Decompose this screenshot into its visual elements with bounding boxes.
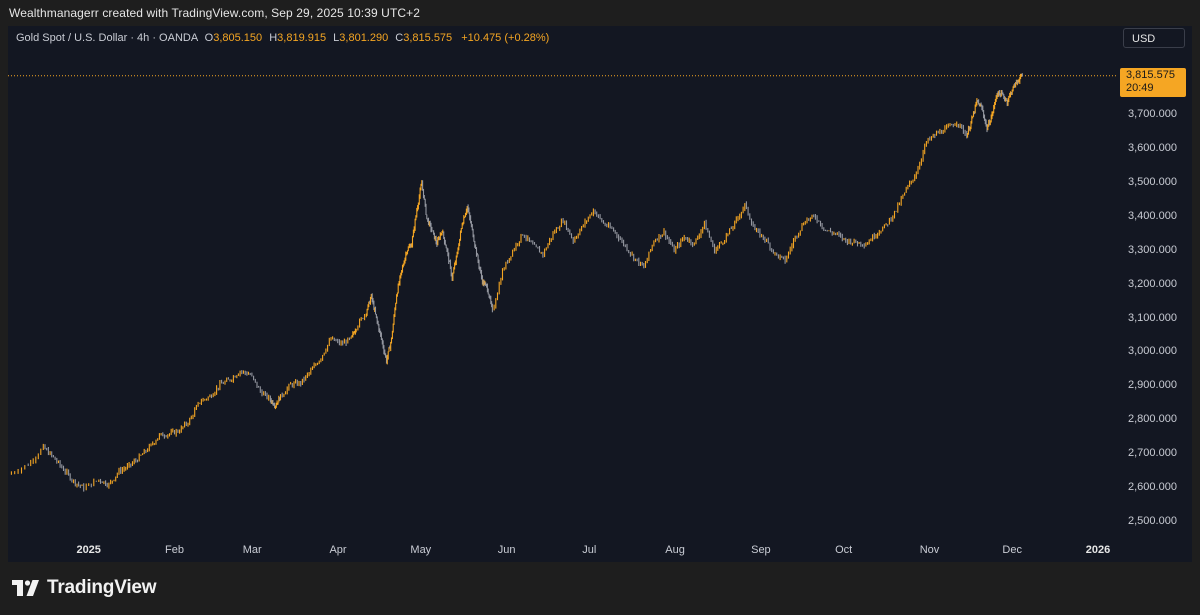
- change-value: +10.475 (+0.28%): [461, 32, 550, 44]
- open-value: 3,805.150: [213, 32, 263, 44]
- last-price-tag: 3,815.575 20:49: [1120, 68, 1186, 97]
- price-axis-tick: 2,900.000: [1128, 379, 1177, 392]
- price-axis-tick: 3,700.000: [1128, 108, 1177, 120]
- price-series: [10, 73, 1023, 492]
- time-axis-tick: Feb: [165, 544, 184, 556]
- high-value: 3,819.915: [277, 32, 327, 44]
- time-axis-tick: Nov: [919, 544, 940, 556]
- last-price-value: 3,815.575: [1126, 69, 1175, 81]
- price-axis-tick: 2,600.000: [1128, 481, 1177, 494]
- price-axis-tick: 3,000.000: [1128, 345, 1177, 358]
- time-axis-tick: Mar: [242, 544, 262, 556]
- high-label: H: [269, 32, 278, 44]
- price-axis-tick: 3,600.000: [1128, 141, 1177, 154]
- low-label: L: [333, 32, 340, 44]
- time-axis-tick: May: [410, 544, 432, 556]
- tradingview-logo[interactable]: TradingView: [12, 577, 157, 599]
- symbol-title[interactable]: Gold Spot / U.S. Dollar · 4h · OANDA: [16, 32, 198, 44]
- open-label: O: [204, 32, 214, 44]
- low-value: 3,801.290: [339, 32, 389, 44]
- time-axis-tick: 2025: [76, 544, 101, 556]
- time-axis-tick: Jun: [497, 544, 516, 556]
- tradingview-wordmark: TradingView: [47, 577, 157, 598]
- tradingview-logo-icon: [12, 580, 39, 596]
- time-axis-tick: Aug: [665, 544, 685, 556]
- time-axis-tick: Sep: [751, 544, 771, 556]
- price-axis-tick: 2,800.000: [1128, 413, 1177, 426]
- time-axis-tick: Oct: [835, 544, 853, 556]
- attribution-bar: Wealthmanagerr created with TradingView.…: [0, 0, 1200, 26]
- close-value: 3,815.575: [403, 32, 453, 44]
- price-axis-tick: 2,700.000: [1128, 447, 1177, 460]
- price-axis-tick: 3,100.000: [1128, 311, 1177, 324]
- chart-area[interactable]: [8, 26, 1192, 562]
- price-axis-tick: 2,500.000: [1128, 515, 1177, 527]
- ohlc-legend: Gold Spot / U.S. Dollar · 4h · OANDA O3,…: [16, 32, 549, 44]
- currency-button[interactable]: USD: [1123, 28, 1185, 48]
- time-axis-tick: Jul: [582, 544, 597, 556]
- price-axis-tick: 3,300.000: [1128, 243, 1177, 256]
- time-axis-tick: Apr: [329, 544, 347, 556]
- close-label: C: [395, 32, 404, 44]
- price-axis-tick: 3,400.000: [1128, 209, 1177, 222]
- footer: [0, 562, 1200, 615]
- time-axis-tick: 2026: [1085, 544, 1111, 556]
- attribution-text: Wealthmanagerr created with TradingView.…: [9, 6, 421, 20]
- bar-countdown: 20:49: [1126, 82, 1154, 94]
- price-axis-tick: 3,200.000: [1128, 277, 1177, 290]
- time-axis-tick: Dec: [1002, 544, 1022, 556]
- price-chart[interactable]: [8, 26, 1192, 562]
- price-axis-tick: 3,500.000: [1128, 175, 1177, 188]
